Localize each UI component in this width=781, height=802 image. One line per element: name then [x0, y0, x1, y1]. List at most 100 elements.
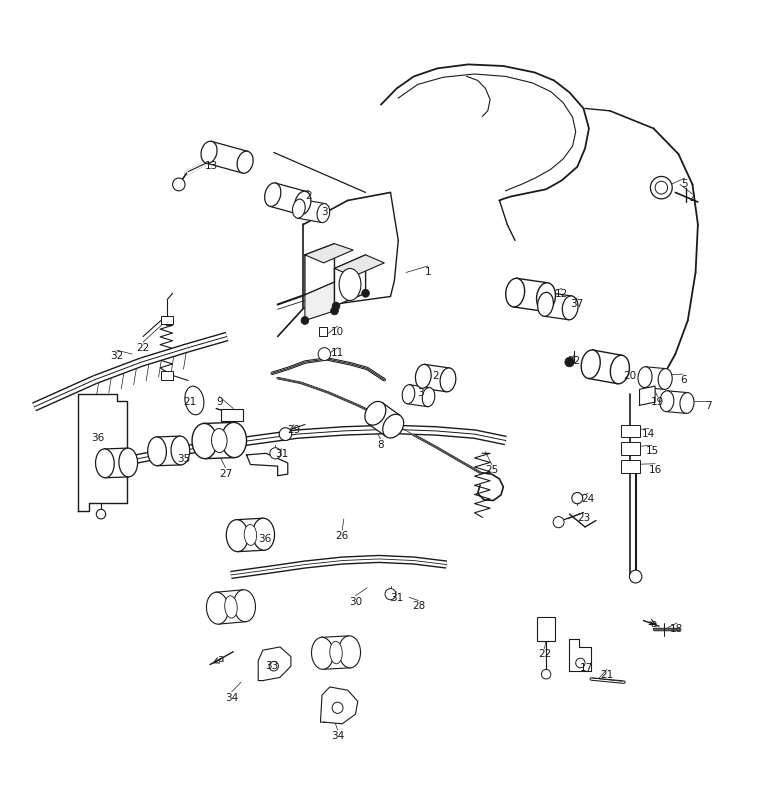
Polygon shape — [644, 367, 666, 390]
Text: 5: 5 — [681, 179, 688, 188]
Circle shape — [541, 670, 551, 679]
Ellipse shape — [415, 365, 431, 389]
Circle shape — [655, 182, 668, 195]
Text: 6: 6 — [679, 375, 686, 384]
Bar — [621, 443, 640, 456]
Ellipse shape — [222, 423, 247, 458]
Circle shape — [629, 570, 642, 583]
Polygon shape — [298, 200, 325, 223]
Polygon shape — [322, 636, 351, 670]
Ellipse shape — [185, 387, 204, 415]
Polygon shape — [544, 293, 572, 320]
Text: 35: 35 — [177, 454, 190, 464]
Bar — [221, 409, 243, 422]
Text: 32: 32 — [110, 350, 123, 360]
Ellipse shape — [658, 369, 672, 390]
Ellipse shape — [330, 642, 342, 664]
Text: 2: 2 — [305, 191, 312, 200]
Text: 28: 28 — [412, 601, 425, 610]
Text: 29: 29 — [287, 425, 301, 435]
Ellipse shape — [171, 436, 190, 465]
Bar — [621, 460, 640, 473]
Ellipse shape — [226, 520, 248, 552]
Bar — [161, 371, 173, 381]
Text: 30: 30 — [349, 596, 362, 606]
Polygon shape — [588, 350, 622, 384]
Text: 3: 3 — [321, 207, 328, 217]
Ellipse shape — [440, 368, 456, 392]
Polygon shape — [640, 387, 655, 406]
Ellipse shape — [680, 393, 694, 414]
Text: 21: 21 — [183, 397, 196, 407]
Text: 9: 9 — [216, 397, 223, 407]
Ellipse shape — [402, 385, 415, 404]
Text: 16: 16 — [648, 464, 662, 474]
Text: 27: 27 — [219, 468, 232, 478]
Text: 10: 10 — [331, 326, 344, 337]
Text: 4: 4 — [689, 195, 696, 205]
Circle shape — [385, 589, 396, 600]
Circle shape — [576, 658, 585, 668]
Circle shape — [332, 302, 340, 310]
Circle shape — [280, 428, 291, 441]
Polygon shape — [334, 256, 384, 277]
Polygon shape — [422, 365, 450, 392]
Text: 8: 8 — [377, 439, 383, 449]
Circle shape — [96, 510, 105, 519]
Text: 7: 7 — [704, 401, 711, 411]
Text: 37: 37 — [571, 298, 584, 309]
Polygon shape — [206, 142, 248, 174]
Circle shape — [651, 177, 672, 200]
Text: 36: 36 — [91, 432, 105, 442]
Ellipse shape — [537, 293, 554, 317]
Polygon shape — [513, 279, 548, 312]
Ellipse shape — [339, 636, 361, 668]
Polygon shape — [259, 647, 291, 681]
Ellipse shape — [244, 525, 257, 545]
Circle shape — [173, 179, 185, 192]
Ellipse shape — [638, 367, 652, 388]
Text: 34: 34 — [225, 691, 238, 702]
Ellipse shape — [383, 415, 404, 439]
Ellipse shape — [339, 269, 361, 301]
Text: 19: 19 — [651, 397, 664, 407]
Text: 21: 21 — [601, 670, 613, 679]
Ellipse shape — [506, 279, 525, 308]
Ellipse shape — [212, 429, 227, 453]
Circle shape — [572, 493, 583, 504]
Circle shape — [269, 662, 279, 671]
Text: 18: 18 — [670, 623, 683, 633]
Circle shape — [332, 703, 343, 714]
Text: a: a — [651, 618, 657, 628]
Polygon shape — [216, 590, 246, 624]
Text: 13: 13 — [205, 161, 218, 171]
Circle shape — [553, 516, 564, 528]
Text: 22: 22 — [568, 355, 581, 365]
Text: 23: 23 — [577, 512, 590, 523]
Polygon shape — [105, 448, 129, 478]
Text: 14: 14 — [642, 429, 655, 439]
Circle shape — [318, 348, 330, 361]
Ellipse shape — [562, 297, 578, 320]
Text: 12: 12 — [555, 289, 569, 299]
Text: 15: 15 — [645, 446, 658, 456]
Text: 34: 34 — [331, 730, 344, 740]
Ellipse shape — [253, 519, 275, 550]
Polygon shape — [204, 423, 234, 459]
Polygon shape — [569, 639, 591, 671]
Circle shape — [270, 448, 281, 460]
Ellipse shape — [234, 590, 255, 622]
Ellipse shape — [237, 152, 253, 174]
Ellipse shape — [192, 424, 217, 459]
Ellipse shape — [119, 448, 137, 477]
Polygon shape — [305, 245, 334, 295]
Text: 22: 22 — [137, 342, 150, 352]
Polygon shape — [77, 395, 127, 512]
Text: 33: 33 — [266, 660, 279, 670]
Polygon shape — [334, 256, 366, 306]
Polygon shape — [407, 385, 430, 407]
Text: 1: 1 — [425, 266, 431, 277]
Bar — [537, 617, 555, 641]
Text: 17: 17 — [580, 662, 594, 672]
Ellipse shape — [201, 142, 217, 164]
